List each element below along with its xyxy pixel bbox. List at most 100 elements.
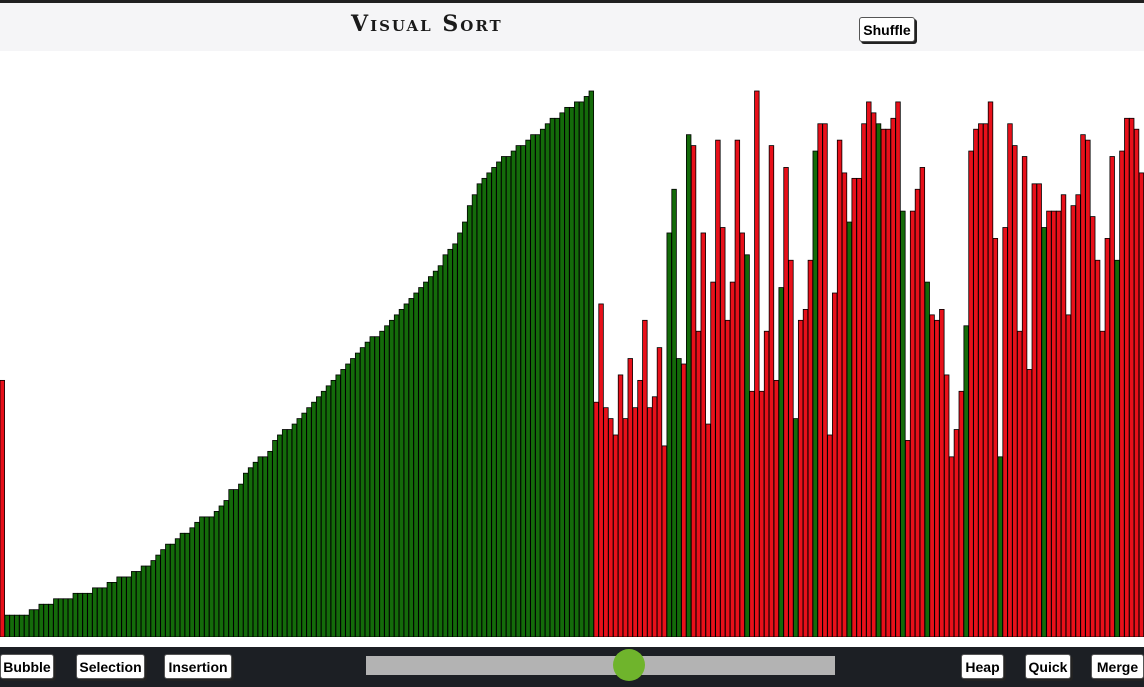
bar [189, 527, 195, 637]
bar [1026, 369, 1033, 637]
bar [564, 106, 570, 637]
bar [1060, 194, 1067, 637]
bar [827, 434, 833, 637]
bar [583, 96, 590, 637]
bar [1138, 172, 1144, 637]
bar [992, 238, 999, 637]
bar [23, 614, 30, 637]
bar [242, 472, 249, 637]
bar [286, 429, 293, 637]
bar [311, 401, 317, 637]
bar [1041, 227, 1047, 637]
insertion-sort-button[interactable]: Insertion [164, 654, 232, 679]
quick-sort-button[interactable]: Quick [1025, 654, 1071, 679]
bar [603, 407, 609, 637]
bar [354, 352, 361, 637]
app-title: Visual Sort [351, 11, 503, 37]
bars-chart [0, 90, 1144, 637]
bar [471, 194, 478, 637]
bar [160, 549, 166, 637]
bar [1109, 156, 1115, 637]
bubble-sort-button[interactable]: Bubble [0, 654, 54, 679]
bar [1065, 314, 1072, 637]
bar [418, 287, 424, 637]
bar [174, 538, 181, 637]
bar [900, 210, 906, 637]
bar [457, 232, 463, 637]
bar [768, 145, 775, 637]
bar [340, 369, 346, 637]
bar [822, 123, 828, 637]
bar [661, 445, 668, 637]
bar [199, 516, 205, 637]
bar [841, 172, 848, 637]
bar [608, 418, 614, 637]
bar [398, 308, 405, 637]
bar [281, 429, 288, 637]
bar [671, 188, 677, 637]
bar [364, 341, 371, 637]
heap-sort-button[interactable]: Heap [961, 654, 1004, 679]
bar [890, 117, 896, 637]
bar [593, 401, 599, 637]
bar [462, 221, 468, 637]
bar [33, 609, 40, 637]
bar [14, 614, 20, 637]
bar [92, 587, 98, 637]
bar [710, 281, 716, 637]
bar [759, 390, 765, 637]
bar [384, 325, 390, 637]
shuffle-button[interactable]: Shuffle [859, 17, 915, 42]
bar [535, 134, 541, 637]
bar [62, 598, 69, 637]
bar [350, 358, 356, 637]
bar [1124, 117, 1130, 637]
speed-slider-track[interactable] [366, 656, 835, 675]
bar [306, 407, 312, 637]
bar [53, 598, 59, 637]
bar [637, 379, 643, 637]
bar [1099, 330, 1106, 637]
bar [651, 396, 658, 637]
bar [1129, 117, 1135, 637]
bar [720, 227, 726, 637]
bar [252, 461, 259, 637]
bar [87, 592, 93, 637]
bar [612, 434, 619, 637]
bar [686, 134, 692, 637]
bar [656, 347, 663, 637]
selection-sort-button[interactable]: Selection [76, 654, 145, 679]
bar [1007, 123, 1013, 637]
bar [978, 123, 984, 637]
bar [885, 128, 891, 637]
bar [301, 412, 307, 637]
bar [632, 407, 638, 637]
bar [131, 571, 137, 637]
bar [569, 106, 575, 637]
bar [447, 248, 453, 637]
bar [681, 363, 687, 637]
bar [578, 101, 585, 637]
bar [715, 139, 721, 637]
bar [944, 374, 950, 637]
bar [705, 423, 711, 637]
bar [28, 609, 35, 637]
bar [150, 560, 156, 637]
bar [496, 161, 502, 637]
bar [846, 221, 853, 637]
bar [525, 139, 531, 637]
bar [296, 418, 302, 637]
bar [929, 314, 935, 637]
bar [642, 319, 648, 637]
bar [213, 511, 220, 637]
bar [875, 123, 882, 637]
bar [909, 210, 916, 637]
bar [272, 440, 278, 637]
bar [515, 145, 521, 637]
bar [793, 418, 799, 637]
bar [549, 117, 556, 637]
merge-sort-button[interactable]: Merge [1091, 654, 1144, 679]
bar [403, 303, 410, 637]
speed-slider-thumb[interactable] [612, 649, 645, 681]
bar [1104, 238, 1111, 637]
